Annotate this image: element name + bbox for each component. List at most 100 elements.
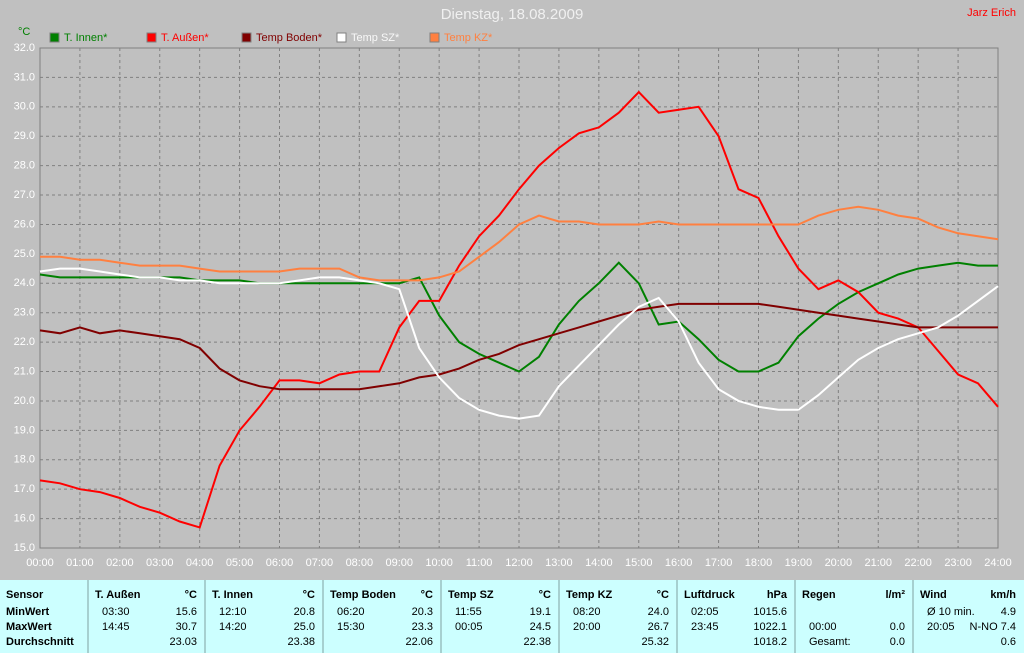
table-col-unit: °C bbox=[539, 589, 551, 601]
y-axis-label: °C bbox=[18, 26, 30, 38]
author: Jarz Erich bbox=[967, 7, 1016, 19]
table-cell-value: 22.06 bbox=[405, 636, 433, 648]
table-cell-time: 12:10 bbox=[219, 606, 247, 618]
x-tick-label: 23:00 bbox=[944, 557, 972, 569]
x-tick-label: 10:00 bbox=[425, 557, 453, 569]
table-cell-value: 1022.1 bbox=[753, 621, 787, 633]
table-col-title: T. Außen bbox=[95, 589, 141, 601]
table-cell-time: 03:30 bbox=[102, 606, 130, 618]
table-cell-value: 25.32 bbox=[641, 636, 669, 648]
table-row-header: Sensor bbox=[6, 589, 44, 601]
table-cell-time: 00:05 bbox=[455, 621, 483, 633]
table-cell-time: 15:30 bbox=[337, 621, 365, 633]
x-tick-label: 00:00 bbox=[26, 557, 54, 569]
legend-swatch bbox=[336, 32, 347, 43]
table-col-title: Regen bbox=[802, 589, 836, 601]
x-tick-label: 18:00 bbox=[745, 557, 773, 569]
x-tick-label: 14:00 bbox=[585, 557, 613, 569]
x-tick-label: 09:00 bbox=[385, 557, 413, 569]
table-col-unit: l/m² bbox=[885, 589, 905, 601]
y-tick-label: 32.0 bbox=[14, 42, 35, 54]
table-cell-time: 08:20 bbox=[573, 606, 601, 618]
legend-label: T. Innen* bbox=[64, 32, 108, 44]
legend-swatch bbox=[146, 32, 157, 43]
table-cell-value: 24.0 bbox=[648, 606, 669, 618]
y-tick-label: 21.0 bbox=[14, 365, 35, 377]
table-cell-time: 02:05 bbox=[691, 606, 719, 618]
legend-label: Temp KZ* bbox=[444, 32, 493, 44]
table-cell-value: 19.1 bbox=[530, 606, 551, 618]
table-col-title: Temp Boden bbox=[330, 589, 396, 601]
series-line bbox=[39, 267, 999, 420]
x-tick-label: 17:00 bbox=[705, 557, 733, 569]
series-line bbox=[40, 205, 999, 282]
table-col-title: Temp KZ bbox=[566, 589, 613, 601]
x-tick-label: 19:00 bbox=[785, 557, 813, 569]
table-cell-value: 23.03 bbox=[169, 636, 197, 648]
table-row-label: MaxWert bbox=[6, 621, 52, 633]
table-cell-value: 20.3 bbox=[412, 606, 433, 618]
legend-label: Temp Boden* bbox=[256, 32, 323, 44]
stats-table bbox=[0, 580, 1024, 653]
table-col-title: Temp SZ bbox=[448, 589, 494, 601]
x-tick-label: 01:00 bbox=[66, 557, 94, 569]
table-cell-time: 14:45 bbox=[102, 621, 130, 633]
x-tick-label: 15:00 bbox=[625, 557, 653, 569]
x-tick-label: 05:00 bbox=[226, 557, 254, 569]
table-cell-value: 25.0 bbox=[294, 621, 315, 633]
y-tick-label: 16.0 bbox=[14, 512, 35, 524]
y-tick-label: 22.0 bbox=[14, 336, 35, 348]
table-cell-time: 14:20 bbox=[219, 621, 247, 633]
table-cell-value: 26.7 bbox=[648, 621, 669, 633]
y-tick-label: 27.0 bbox=[14, 189, 35, 201]
legend-label: T. Außen* bbox=[161, 32, 209, 44]
table-col-title: T. Innen bbox=[212, 589, 253, 601]
table-cell-value: N-NO 7.4 bbox=[970, 621, 1016, 633]
table-cell-time: 23:45 bbox=[691, 621, 719, 633]
table-cell-value: 1018.2 bbox=[753, 636, 787, 648]
y-tick-label: 19.0 bbox=[14, 424, 35, 436]
legend-swatch bbox=[429, 32, 440, 43]
x-tick-label: 11:00 bbox=[466, 557, 493, 569]
table-cell-value: 30.7 bbox=[176, 621, 197, 633]
x-tick-label: 08:00 bbox=[346, 557, 374, 569]
table-row-label: Durchschnitt bbox=[6, 636, 74, 648]
table-cell-value: 4.9 bbox=[1001, 606, 1016, 618]
table-cell-value: 15.6 bbox=[176, 606, 197, 618]
x-tick-label: 21:00 bbox=[864, 557, 892, 569]
y-tick-label: 24.0 bbox=[14, 277, 35, 289]
y-tick-label: 28.0 bbox=[14, 160, 35, 172]
table-col-unit: °C bbox=[185, 589, 197, 601]
table-cell-time: 06:20 bbox=[337, 606, 365, 618]
x-tick-label: 06:00 bbox=[266, 557, 294, 569]
legend-swatch bbox=[241, 32, 252, 43]
x-tick-label: 12:00 bbox=[505, 557, 533, 569]
x-tick-label: 24:00 bbox=[984, 557, 1012, 569]
x-tick-label: 02:00 bbox=[106, 557, 134, 569]
y-tick-label: 15.0 bbox=[14, 542, 35, 554]
y-tick-label: 31.0 bbox=[14, 71, 35, 83]
y-tick-label: 23.0 bbox=[14, 307, 35, 319]
x-tick-label: 04:00 bbox=[186, 557, 214, 569]
table-cell-value: 1015.6 bbox=[753, 606, 787, 618]
table-cell-time: Ø 10 min. bbox=[927, 606, 975, 618]
table-col-unit: °C bbox=[657, 589, 669, 601]
table-col-title: Wind bbox=[920, 589, 947, 601]
series-line bbox=[39, 302, 998, 391]
table-cell-time: Gesamt: bbox=[809, 636, 851, 648]
table-col-unit: hPa bbox=[767, 589, 788, 601]
y-tick-label: 18.0 bbox=[14, 454, 35, 466]
table-cell-value: 23.38 bbox=[287, 636, 315, 648]
chart-title: Dienstag, 18.08.2009 bbox=[441, 6, 584, 23]
x-tick-label: 20:00 bbox=[825, 557, 853, 569]
y-tick-label: 30.0 bbox=[14, 101, 35, 113]
x-tick-label: 03:00 bbox=[146, 557, 174, 569]
table-cell-time: 11:55 bbox=[455, 606, 482, 618]
table-cell-value: 0.0 bbox=[890, 621, 905, 633]
x-tick-label: 07:00 bbox=[306, 557, 334, 569]
table-cell-value: 22.38 bbox=[523, 636, 551, 648]
table-cell-time: 20:05 bbox=[927, 621, 955, 633]
table-cell-value: 20.8 bbox=[294, 606, 315, 618]
y-tick-label: 25.0 bbox=[14, 248, 35, 260]
